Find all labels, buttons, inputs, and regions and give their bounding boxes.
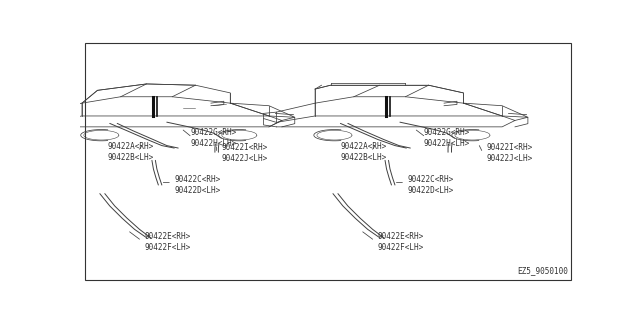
- Text: 90422A<RH>
90422B<LH>: 90422A<RH> 90422B<LH>: [108, 142, 154, 162]
- Text: 90422E<RH>
90422F<LH>: 90422E<RH> 90422F<LH>: [378, 232, 424, 252]
- Text: 90422A<RH>
90422B<LH>: 90422A<RH> 90422B<LH>: [340, 142, 387, 162]
- Text: 90422G<RH>
90422H<LH>: 90422G<RH> 90422H<LH>: [190, 128, 236, 148]
- Text: 90422G<RH>
90422H<LH>: 90422G<RH> 90422H<LH>: [424, 128, 470, 148]
- Text: 90422C<RH>
90422D<LH>: 90422C<RH> 90422D<LH>: [408, 175, 454, 195]
- Text: 90422I<RH>
90422J<LH>: 90422I<RH> 90422J<LH>: [221, 143, 268, 163]
- Text: 90422E<RH>
90422F<LH>: 90422E<RH> 90422F<LH>: [145, 232, 191, 252]
- Text: 90422I<RH>
90422J<LH>: 90422I<RH> 90422J<LH>: [486, 143, 533, 163]
- Text: 90422C<RH>
90422D<LH>: 90422C<RH> 90422D<LH>: [174, 175, 221, 195]
- Text: EZ5_9050100: EZ5_9050100: [518, 266, 568, 275]
